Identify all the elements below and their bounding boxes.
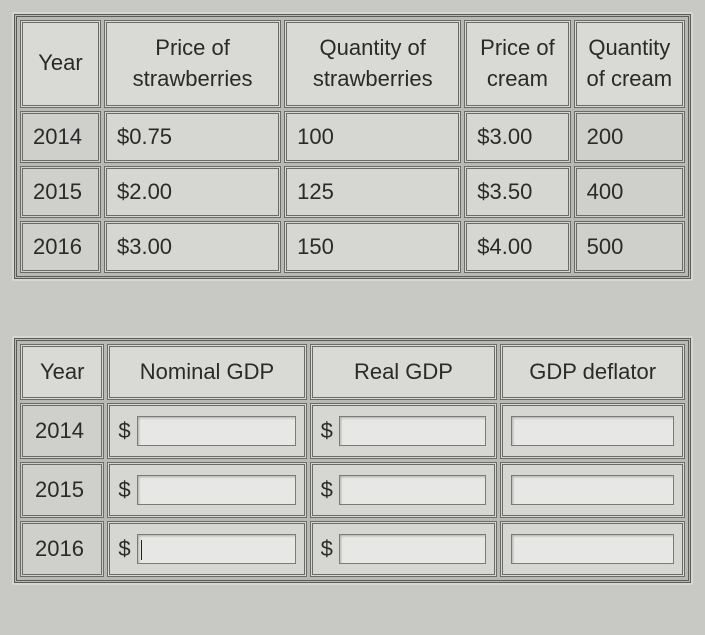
cell-year: 2016 bbox=[20, 521, 104, 577]
table-row: 2016 $ $ bbox=[20, 521, 685, 577]
header-qty-cream: Quantity of cream bbox=[574, 20, 685, 108]
cell-qty-cream: 500 bbox=[574, 221, 685, 273]
table-row: 2014 $ $ bbox=[20, 403, 685, 459]
gdp-table-wrap: Year Nominal GDP Real GDP GDP deflator 2… bbox=[12, 336, 693, 586]
header-qty-strawberries: Quantity of strawberries bbox=[284, 20, 461, 108]
cell-price-cream: $3.00 bbox=[464, 111, 570, 163]
dollar-sign: $ bbox=[118, 536, 130, 562]
cell-price-cream: $4.00 bbox=[464, 221, 570, 273]
real-gdp-input[interactable] bbox=[339, 475, 487, 505]
header-year: Year bbox=[20, 344, 104, 401]
table-row: 2015 $2.00 125 $3.50 400 bbox=[20, 166, 685, 218]
header-price-cream: Price of cream bbox=[464, 20, 570, 108]
cell-real-gdp: $ bbox=[310, 403, 498, 459]
cell-price-strawberries: $2.00 bbox=[104, 166, 281, 218]
header-real-gdp: Real GDP bbox=[310, 344, 498, 401]
header-year: Year bbox=[20, 20, 101, 108]
gdp-deflator-input[interactable] bbox=[511, 416, 674, 446]
cell-gdp-deflator bbox=[500, 521, 685, 577]
cell-qty-strawberries: 100 bbox=[284, 111, 461, 163]
cell-qty-strawberries: 125 bbox=[284, 166, 461, 218]
cell-year: 2015 bbox=[20, 166, 101, 218]
cell-price-strawberries: $3.00 bbox=[104, 221, 281, 273]
real-gdp-input[interactable] bbox=[339, 534, 487, 564]
cell-nominal-gdp: $ bbox=[107, 521, 306, 577]
dollar-sign: $ bbox=[321, 536, 333, 562]
cell-price-cream: $3.50 bbox=[464, 166, 570, 218]
cell-nominal-gdp: $ bbox=[107, 462, 306, 518]
cell-gdp-deflator bbox=[500, 403, 685, 459]
data-table-wrap: Year Price of strawberries Quantity of s… bbox=[12, 12, 693, 281]
header-price-strawberries: Price of strawberries bbox=[104, 20, 281, 108]
cell-gdp-deflator bbox=[500, 462, 685, 518]
cell-year: 2014 bbox=[20, 111, 101, 163]
nominal-gdp-input[interactable] bbox=[137, 475, 296, 505]
cell-qty-strawberries: 150 bbox=[284, 221, 461, 273]
table-row: 2015 $ $ bbox=[20, 462, 685, 518]
table-row: 2016 $3.00 150 $4.00 500 bbox=[20, 221, 685, 273]
gdp-deflator-input[interactable] bbox=[511, 534, 674, 564]
dollar-sign: $ bbox=[118, 477, 130, 503]
cell-year: 2015 bbox=[20, 462, 104, 518]
gdp-table: Year Nominal GDP Real GDP GDP deflator 2… bbox=[14, 338, 691, 584]
cell-qty-cream: 200 bbox=[574, 111, 685, 163]
dollar-sign: $ bbox=[321, 477, 333, 503]
nominal-gdp-input[interactable] bbox=[137, 416, 296, 446]
cell-real-gdp: $ bbox=[310, 521, 498, 577]
cell-qty-cream: 400 bbox=[574, 166, 685, 218]
cell-nominal-gdp: $ bbox=[107, 403, 306, 459]
gdp-deflator-input[interactable] bbox=[511, 475, 674, 505]
real-gdp-input[interactable] bbox=[339, 416, 487, 446]
cell-price-strawberries: $0.75 bbox=[104, 111, 281, 163]
cell-real-gdp: $ bbox=[310, 462, 498, 518]
nominal-gdp-input[interactable] bbox=[137, 534, 296, 564]
cell-year: 2014 bbox=[20, 403, 104, 459]
table-row: 2014 $0.75 100 $3.00 200 bbox=[20, 111, 685, 163]
header-gdp-deflator: GDP deflator bbox=[500, 344, 685, 401]
dollar-sign: $ bbox=[321, 418, 333, 444]
header-nominal-gdp: Nominal GDP bbox=[107, 344, 306, 401]
dollar-sign: $ bbox=[118, 418, 130, 444]
cell-year: 2016 bbox=[20, 221, 101, 273]
prices-quantities-table: Year Price of strawberries Quantity of s… bbox=[14, 14, 691, 279]
table-gap bbox=[12, 281, 693, 336]
